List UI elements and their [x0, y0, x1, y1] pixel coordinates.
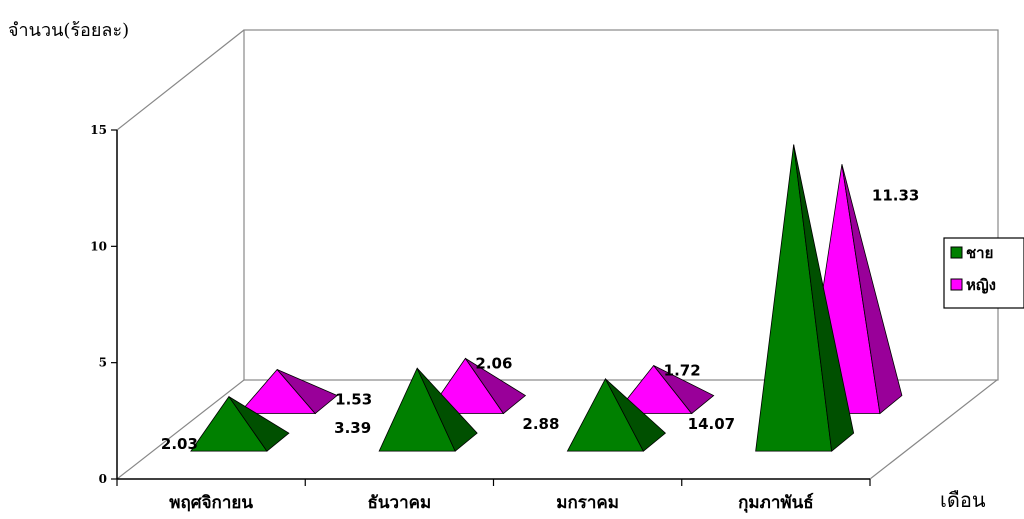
chart-axes — [111, 29, 999, 486]
data-label: 14.07 — [688, 415, 735, 433]
pyramid-side-หญิง-3 — [841, 164, 903, 415]
data-label: 1.53 — [335, 391, 372, 409]
chart-marks — [190, 144, 903, 452]
data-label: 2.06 — [475, 354, 512, 372]
pyramid-side-ชาย-2 — [605, 378, 667, 452]
x-tick-label: กุมภาพันธ์ — [738, 492, 813, 513]
legend-label: ชาย — [966, 244, 993, 262]
chart-labels: 0 5 10 15 พฤศจิกายน ธันวาคม มกราคม กุมภาพันธ์ 1.… — [90, 123, 919, 513]
legend-label: หญิง — [966, 276, 996, 294]
data-label: 11.33 — [872, 186, 919, 204]
pyramid-side-หญิง-2 — [653, 365, 715, 415]
pyramid-side-ชาย-1 — [416, 367, 478, 452]
x-tick-label: ธันวาคม — [368, 493, 432, 513]
pyramid-side-หญิง-0 — [276, 369, 338, 415]
x-tick-label: พฤศจิกายน — [169, 493, 253, 513]
data-label: 3.39 — [334, 419, 371, 437]
pyramid-side-หญิง-1 — [465, 358, 527, 415]
legend-swatch — [950, 278, 963, 291]
data-label: 1.72 — [664, 362, 701, 380]
x-axis-title: เดือน — [940, 488, 986, 512]
y-axis-title: จำนวน(ร้อยละ) — [8, 20, 129, 41]
floor-right-edge — [869, 379, 998, 480]
y-tick-label: 15 — [90, 123, 107, 137]
legend-swatch — [950, 246, 963, 259]
x-tick-label: มกราคม — [556, 493, 619, 513]
y-tick-label: 10 — [90, 239, 107, 253]
pyramid-side-ชาย-3 — [793, 144, 855, 452]
data-label: 2.03 — [161, 435, 198, 453]
floor-left-edge — [116, 379, 245, 480]
side-wall-top-edge — [116, 29, 245, 131]
pyramid-side-ชาย-0 — [228, 396, 290, 452]
back-wall — [243, 29, 999, 381]
data-label: 2.88 — [522, 415, 559, 433]
y-tick-label: 0 — [99, 472, 107, 486]
y-tick-label: 5 — [99, 356, 107, 370]
